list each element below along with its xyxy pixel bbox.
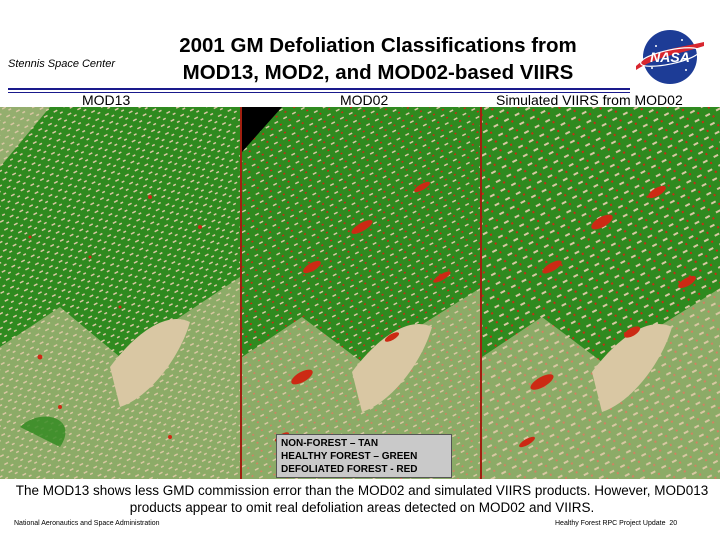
- panel-label-viirs: Simulated VIIRS from MOD02: [496, 92, 683, 108]
- classification-map-mod13: [0, 107, 240, 479]
- slide-title: 2001 GM Defoliation Classifications from…: [138, 32, 618, 86]
- page-number: 20: [669, 520, 678, 527]
- title-line-1: 2001 GM Defoliation Classifications from: [179, 34, 577, 57]
- header-rule: [8, 88, 630, 90]
- classification-map-mod02: [240, 107, 482, 479]
- footer-project-name: Healthy Forest RPC Project Update: [555, 520, 666, 527]
- slide-caption: The MOD13 shows less GMD commission erro…: [15, 483, 709, 515]
- panel-label-mod02: MOD02: [340, 92, 389, 108]
- header-rule-thin: [8, 92, 630, 93]
- nasa-logo: NASA: [636, 30, 704, 84]
- footer-agency: National Aeronautics and Space Administr…: [14, 520, 160, 527]
- organization-label: Stennis Space Center: [8, 58, 116, 70]
- map-image-mod02: [242, 107, 482, 479]
- legend-non-forest: NON-FOREST – TAN: [281, 438, 379, 449]
- legend-healthy-forest: HEALTHY FOREST – GREEN: [281, 451, 418, 462]
- panel-label-mod13: MOD13: [82, 92, 131, 108]
- map-image-viirs: [482, 107, 720, 479]
- classification-map-viirs: [480, 107, 720, 479]
- footer-project: Healthy Forest RPC Project Update 20: [555, 520, 677, 527]
- map-legend: NON-FOREST – TAN HEALTHY FOREST – GREEN …: [276, 434, 452, 478]
- map-image-mod13: [0, 107, 240, 479]
- svg-text:NASA: NASA: [650, 49, 690, 65]
- title-line-2: MOD13, MOD2, and MOD02-based VIIRS: [182, 61, 574, 84]
- legend-defoliated-forest: DEFOLIATED FOREST - RED: [281, 464, 418, 475]
